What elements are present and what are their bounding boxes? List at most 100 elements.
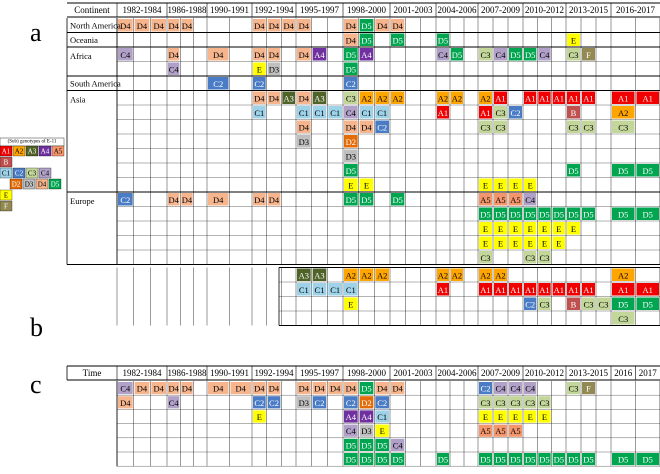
cell-E (538, 222, 551, 235)
cell-label-E: E (528, 412, 533, 422)
cell-D5 (552, 207, 565, 220)
cell-label-A1: A1 (539, 93, 549, 103)
cell-A3 (282, 91, 295, 104)
cell-label-A1: A1 (495, 285, 505, 295)
cell-D4 (168, 382, 180, 395)
cell-A2 (359, 268, 374, 281)
cell-label-D3: D3 (361, 426, 371, 436)
legend-label-A1: A1 (2, 148, 11, 156)
cell-label-C4: C4 (496, 384, 507, 394)
cell-D5 (344, 48, 358, 61)
legend-label-A2: A2 (15, 148, 24, 156)
continent-label: North America (70, 20, 121, 30)
cell-C3 (479, 120, 492, 133)
cell-D3 (297, 396, 311, 409)
legend-label-E: E (4, 192, 8, 200)
cell-label-D4: D4 (213, 50, 224, 60)
cell-A1 (437, 283, 449, 296)
cell-D4 (297, 91, 311, 104)
cell-C1 (297, 106, 311, 119)
cell-C2 (375, 396, 389, 409)
cell-label-C3: C3 (618, 314, 628, 324)
legend-label-D5: D5 (51, 181, 60, 189)
cell-label-A4: A4 (361, 50, 372, 60)
cell-label-A5: A5 (480, 426, 490, 436)
cell-label-D5: D5 (452, 50, 462, 60)
cell-label-D4: D4 (330, 384, 341, 394)
cell-D3 (267, 62, 281, 75)
cell-D4 (118, 19, 133, 32)
cell-A2 (612, 268, 635, 281)
cell-label-D5: D5 (392, 455, 402, 465)
panel-c-time-header: 2004-2006 (438, 368, 477, 378)
cell-label-D5: D5 (525, 455, 535, 465)
cell-C1 (312, 283, 327, 296)
cell-label-D4: D4 (314, 384, 325, 394)
cell-E (344, 297, 358, 310)
cell-D4 (375, 19, 389, 32)
cell-D5 (494, 207, 507, 220)
continent-label: Asia (70, 95, 86, 105)
cell-A4 (312, 48, 327, 61)
cell-E (253, 62, 266, 75)
cell-label-F: F (586, 50, 591, 60)
cell-label-D5: D5 (377, 440, 387, 450)
cell-label-B: B (571, 299, 577, 309)
cell-label-C4: C4 (525, 384, 536, 394)
panel-c-time-header: 2016 (614, 368, 633, 378)
cell-A1 (567, 91, 580, 104)
legend-swatch-C1 (0, 167, 13, 179)
cell-label-C3: C3 (540, 398, 550, 408)
cell-label-C3: C3 (540, 253, 550, 263)
cell-C3 (524, 251, 537, 264)
cell-label-D5: D5 (361, 455, 371, 465)
cell-label-D5: D5 (568, 166, 578, 176)
cell-label-C3: C3 (481, 398, 491, 408)
cell-C3 (582, 297, 595, 310)
legend-label-A5: A5 (54, 148, 63, 156)
cell-label-D2: D2 (346, 137, 356, 147)
cell-C3 (344, 91, 358, 104)
cell-label-D4: D4 (153, 21, 164, 31)
cell-D5 (509, 207, 522, 220)
cell-label-C4: C4 (438, 50, 449, 60)
cell-A2 (612, 106, 635, 119)
cell-label-D3: D3 (346, 151, 356, 161)
cell-label-D5: D5 (510, 209, 520, 219)
cell-E (494, 410, 507, 423)
cell-label-C2: C2 (120, 195, 130, 205)
cell-label-C4: C4 (169, 398, 180, 408)
cell-label-E: E (364, 180, 369, 190)
cell-D4 (151, 19, 166, 32)
legend-label-D3: D3 (25, 181, 34, 189)
cell-label-D5: D5 (618, 166, 628, 176)
cell-D5 (582, 207, 595, 220)
cell-A3 (297, 268, 311, 281)
cell-C4 (524, 382, 537, 395)
cell-label-D4: D4 (168, 195, 179, 205)
panel-a-time-header: 1990-1991 (210, 5, 249, 15)
panel-c-time-header: 1986-1988 (168, 368, 207, 378)
cell-label-A1: A1 (583, 93, 593, 103)
cell-A5 (509, 424, 522, 437)
cell-D3 (297, 135, 311, 148)
cell-label-A4: A4 (361, 412, 372, 422)
cell-A2 (344, 268, 358, 281)
cell-D5 (567, 164, 580, 177)
cell-D5 (375, 438, 389, 451)
cell-label-C3: C3 (618, 122, 628, 132)
cell-label-D5: D5 (568, 209, 578, 219)
cell-label-D5: D5 (346, 64, 356, 74)
cell-E (253, 410, 266, 423)
cell-D5 (344, 62, 358, 75)
cell-label-A4: A4 (346, 412, 357, 422)
cell-A5 (509, 193, 522, 206)
cell-D4 (344, 120, 358, 133)
cell-label-A2: A2 (438, 270, 448, 280)
cell-C1 (344, 283, 358, 296)
cell-label-A2: A2 (438, 93, 448, 103)
cell-label-D4: D4 (168, 384, 179, 394)
cell-D5 (552, 453, 565, 466)
cell-label-A2: A2 (452, 93, 462, 103)
cell-A1 (524, 91, 537, 104)
